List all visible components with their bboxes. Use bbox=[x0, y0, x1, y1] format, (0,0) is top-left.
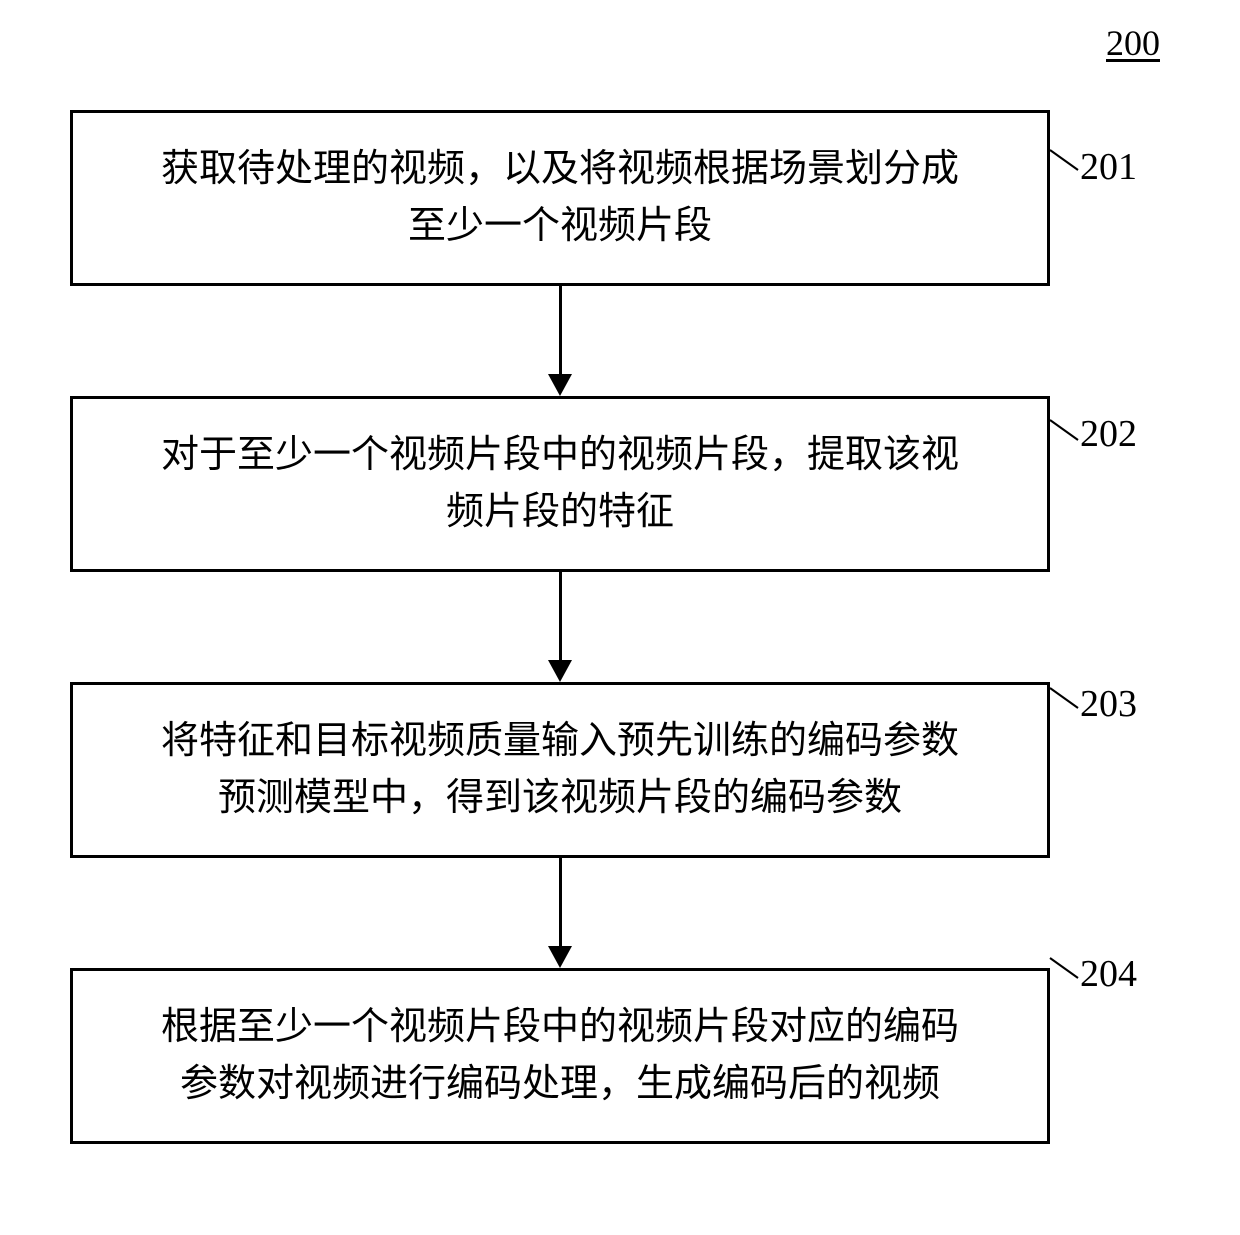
arrow-connector bbox=[70, 286, 1050, 396]
step-box-201: 获取待处理的视频，以及将视频根据场景划分成 至少一个视频片段 bbox=[70, 110, 1050, 286]
arrow-connector bbox=[70, 572, 1050, 682]
arrow-head-icon bbox=[548, 946, 572, 968]
arrow-head-icon bbox=[548, 660, 572, 682]
arrow-connector bbox=[70, 858, 1050, 968]
step-box-203: 将特征和目标视频质量输入预先训练的编码参数 预测模型中，得到该视频片段的编码参数 bbox=[70, 682, 1050, 858]
flowchart: 获取待处理的视频，以及将视频根据场景划分成 至少一个视频片段 对于至少一个视频片… bbox=[70, 110, 1050, 1144]
step-number-203: 203 bbox=[1080, 682, 1137, 726]
step-text: 对于至少一个视频片段中的视频片段，提取该视 bbox=[161, 434, 959, 476]
step-text: 参数对视频进行编码处理，生成编码后的视频 bbox=[180, 1063, 940, 1105]
step-text: 获取待处理的视频，以及将视频根据场景划分成 bbox=[161, 148, 959, 190]
step-box-204: 根据至少一个视频片段中的视频片段对应的编码 参数对视频进行编码处理，生成编码后的… bbox=[70, 968, 1050, 1144]
step-text: 至少一个视频片段 bbox=[408, 205, 712, 247]
step-text: 频片段的特征 bbox=[446, 491, 674, 533]
step-number-202: 202 bbox=[1080, 412, 1137, 456]
step-number-204: 204 bbox=[1080, 952, 1137, 996]
arrow-head-icon bbox=[548, 374, 572, 396]
step-number-201: 201 bbox=[1080, 145, 1137, 189]
step-box-202: 对于至少一个视频片段中的视频片段，提取该视 频片段的特征 bbox=[70, 396, 1050, 572]
step-text: 根据至少一个视频片段中的视频片段对应的编码 bbox=[161, 1006, 959, 1048]
step-text: 预测模型中，得到该视频片段的编码参数 bbox=[218, 777, 902, 819]
arrow-shaft bbox=[559, 858, 562, 948]
step-text: 将特征和目标视频质量输入预先训练的编码参数 bbox=[161, 720, 959, 762]
arrow-shaft bbox=[559, 286, 562, 376]
arrow-shaft bbox=[559, 572, 562, 662]
figure-number-label: 200 bbox=[1106, 22, 1160, 64]
